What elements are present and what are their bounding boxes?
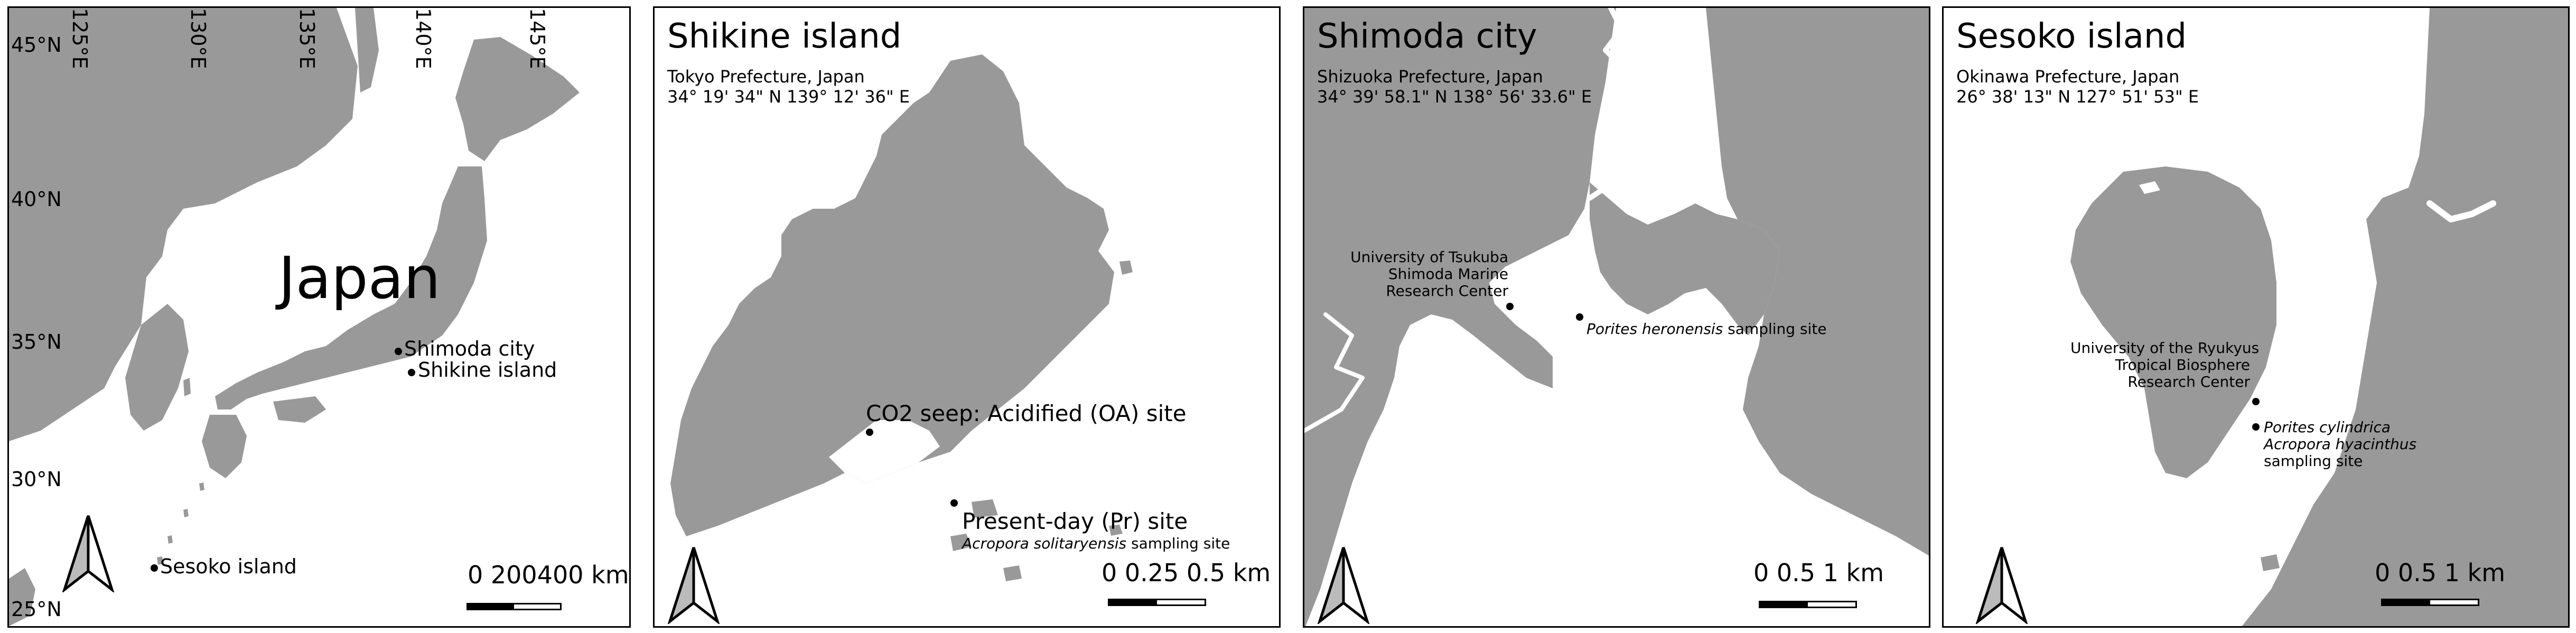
scale-bar-label: 0 200400 km [468,561,629,589]
lat-label-45: 45°N [11,33,62,57]
north-arrow-icon [1317,547,1370,624]
prefecture-text: Okinawa Prefecture, Japan [1956,67,2180,87]
species-suffix: sampling site [1126,535,1230,552]
species-label: Porites heronensis sampling site [1586,320,1827,338]
species-name: Porites heronensis [1586,320,1723,338]
shikine-marker [408,369,415,376]
mainland-land [9,8,358,441]
sesoko-island-land [2070,166,2276,478]
research-center-marker [2252,398,2260,405]
kyushu-land [202,415,247,478]
species-1-name: Porites cylindrica [2264,418,2391,436]
shimoda-basemap [1304,8,1929,626]
species-name: Acropora solitaryensis [962,535,1127,552]
islet-4 [1003,565,1022,581]
panel-title: Sesoko island [1956,17,2187,56]
north-arrow-icon [62,515,115,592]
east-land [1706,8,1929,556]
center-line-2: Shimoda Marine [1388,265,1508,283]
lon-label-140: 140°E [412,8,435,69]
research-center-marker [1506,303,1514,310]
center-line-3: Research Center [1386,282,1508,300]
central-peninsula [1590,182,1780,336]
scale-bar [2381,599,2479,606]
shimoda-site-label: Shimoda city [404,337,535,360]
scale-bar-label: 0 0.25 0.5 km [1102,558,1271,587]
oa-site-marker [866,429,873,436]
scale-bar-label: 0 0.5 1 km [1753,558,1884,587]
research-center-label: University of Tsukuba Shimoda Marine Res… [1350,248,1508,300]
honshu-land [215,166,487,409]
islet-5 [972,499,998,518]
offshore-islet [2261,554,2280,571]
map-panel-japan: 125°E 130°E 135°E 140°E 145°E 45°N 40°N … [7,6,631,628]
lat-label-30: 30°N [11,468,62,491]
map-panel-sesoko: Sesoko island Okinawa Prefecture, Japan … [1942,6,2570,628]
tsushima-land [183,378,191,396]
north-arrow-icon [667,547,720,624]
sesoko-marker [151,564,158,572]
west-land [1304,8,1616,626]
river-north [1587,8,1635,201]
center-line-1: University of Tsukuba [1350,248,1508,266]
species-2-name: Acropora hyacinthus [2264,435,2417,453]
research-center-label: University of the Ryukyus Tropical Biosp… [2070,339,2260,391]
scale-bar [466,603,562,610]
hokkaido-land [455,37,580,161]
islet-1 [1119,260,1133,275]
shikine-basemap [670,54,1133,581]
japan-basemap [9,8,580,626]
pr-site-label: Present-day (Pr) site [962,508,1188,534]
shikoku-land [273,396,326,423]
sakhalin-land [355,8,379,92]
lat-label-25: 25°N [11,598,62,621]
north-arrow-icon [1975,547,2028,624]
scale-bar [1108,599,1206,606]
map-panel-shimoda: Shimoda city Shizuoka Prefecture, Japan … [1303,6,1930,628]
lon-label-125: 125°E [68,8,91,69]
species-suffix: sampling site [2264,452,2363,470]
country-label: Japan [278,244,441,312]
oa-site-label: CO2 seep: Acidified (OA) site [866,401,1187,426]
species-label: Porites cylindrica Acropora hyacinthus s… [2264,418,2417,470]
lon-label-145: 145°E [526,8,549,69]
scale-bar-label: 0 0.5 1 km [2375,558,2506,587]
prefecture-text: Tokyo Prefecture, Japan [667,67,865,87]
korea-land [125,304,189,431]
lat-label-40: 40°N [11,188,62,211]
species-suffix: sampling site [1723,320,1827,338]
lon-label-130: 130°E [186,8,210,69]
lat-label-35: 35°N [11,330,62,353]
coordinates-text: 26° 38' 13" N 127° 51' 53" E [1956,87,2199,107]
species-label: Acropora solitaryensis sampling site [962,535,1230,552]
north-inlet [2139,181,2160,194]
shikine-bay [829,420,940,483]
map-panel-shikine: Shikine island Tokyo Prefecture, Japan 3… [653,6,1281,628]
river-west [1304,312,1365,433]
coordinates-text: 34° 19' 34" N 139° 12' 36" E [667,87,910,107]
sesoko-basemap [2070,8,2568,626]
panel-title: Shikine island [667,17,902,56]
lon-label-135: 135°E [295,8,319,69]
taiwan-land [9,568,35,626]
center-line-1: University of the Ryukyus [2070,339,2260,357]
shikine-site-label: Shikine island [418,358,557,381]
prefecture-text: Shizuoka Prefecture, Japan [1317,67,1543,87]
shikine-island-land [670,54,1114,536]
islet-2 [950,534,972,551]
sesoko-site-label: Sesoko island [160,555,297,578]
panel-title: Shimoda city [1317,17,1537,56]
ryukyu-islets [157,482,204,565]
coordinates-text: 34° 39' 58.1" N 138° 56' 33.6" E [1317,87,1592,107]
center-line-3: Research Center [2127,373,2250,391]
islet-3 [1109,525,1123,536]
sampling-site-marker [1576,313,1583,321]
harbor-channel [2426,200,2496,222]
motobu-land [2242,8,2568,626]
sampling-site-marker [2252,423,2260,431]
scale-bar [1759,601,1857,608]
center-line-2: Tropical Biosphere [2115,356,2250,374]
pr-site-marker [950,499,958,507]
shimoda-marker [395,348,402,355]
